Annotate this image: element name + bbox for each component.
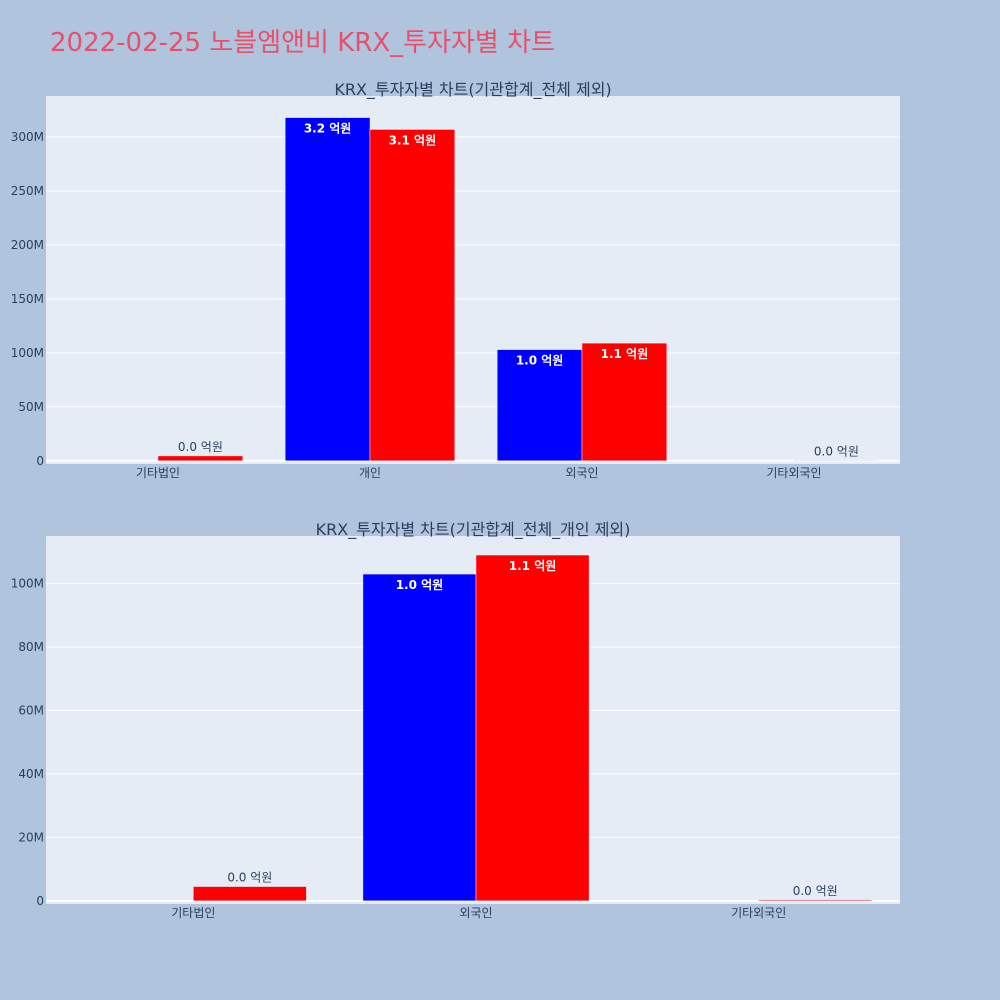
chart2-xtick-label: 외국인 xyxy=(459,906,492,920)
chart2-bar xyxy=(475,554,590,902)
chart1-data-label: 3.1 억원 xyxy=(389,133,437,147)
chart1-bar xyxy=(581,342,668,462)
page-title: 2022-02-25 노블엠앤비 KRX_투자자별 차트 xyxy=(50,28,555,58)
chart2-ytick-label: 60M xyxy=(18,703,44,717)
chart1-data-label: 0.0 억원 xyxy=(178,440,223,454)
chart2-ytick-label: 0 xyxy=(36,894,44,908)
chart2-title: KRX_투자자별 차트(기관합계_전체_개인 제외) xyxy=(316,520,631,540)
chart2-xtick-label: 기타외국인 xyxy=(731,906,786,920)
chart1-bar xyxy=(284,117,371,462)
chart2-ytick-label: 20M xyxy=(18,830,44,844)
chart2-ytick-label: 80M xyxy=(18,640,44,654)
chart2-bar xyxy=(193,886,307,902)
chart1-ytick-label: 200M xyxy=(11,238,44,252)
chart1-data-label: 3.2 억원 xyxy=(304,122,352,136)
chart2-data-label: 1.1 억원 xyxy=(509,559,557,573)
chart1-ytick-label: 150M xyxy=(11,292,44,306)
chart1-plot-area xyxy=(46,96,900,464)
chart1-data-label: 1.1 억원 xyxy=(601,347,649,361)
chart1-xtick-label: 기타외국인 xyxy=(766,466,821,480)
chart2-data-label: 0.0 억원 xyxy=(793,884,838,898)
chart1-data-label: 1.0 억원 xyxy=(516,354,564,368)
chart2-ytick-label: 40M xyxy=(18,767,44,781)
chart1-ytick-label: 250M xyxy=(11,184,44,198)
chart1-ytick-label: 100M xyxy=(11,346,44,360)
chart1-xtick-label: 기타법인 xyxy=(136,466,180,480)
chart2-ytick-label: 100M xyxy=(11,577,44,591)
chart2-data-label: 1.0 억원 xyxy=(396,578,444,592)
chart1-bar xyxy=(369,129,456,462)
chart1-bar xyxy=(496,349,583,462)
chart1-data-label: 0.0 억원 xyxy=(814,444,859,458)
chart1-ytick-label: 0 xyxy=(36,454,44,468)
chart2-xtick-label: 기타법인 xyxy=(171,906,215,920)
chart2-data-label: 0.0 억원 xyxy=(227,871,272,885)
chart1-xtick-label: 개인 xyxy=(359,466,381,480)
chart1-xtick-label: 외국인 xyxy=(565,466,598,480)
chart1-ytick-label: 50M xyxy=(18,400,44,414)
chart2-bar xyxy=(758,899,872,902)
chart1-ytick-label: 300M xyxy=(11,130,44,144)
chart1-title: KRX_투자자별 차트(기관합계_전체 제외) xyxy=(334,80,611,100)
chart2-bar xyxy=(362,573,477,902)
chart1-bar xyxy=(157,455,244,462)
